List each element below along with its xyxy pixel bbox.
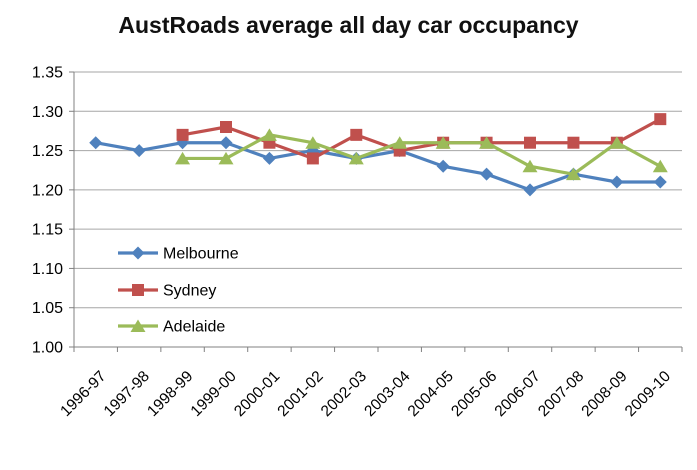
marker-adelaide [348,151,364,165]
series-line-adelaide [182,133,662,176]
x-axis-label: 2004-05 [405,368,457,420]
x-axis-label: 2006-07 [492,368,544,420]
legend-marker-adelaide [130,319,146,332]
marker-adelaide [565,167,581,181]
marker-melbourne [523,183,537,197]
x-axis-label: 2007-08 [535,368,587,420]
marker-sydney [567,136,580,149]
marker-melbourne [436,159,450,173]
marker-adelaide [609,136,625,149]
marker-adelaide [261,128,277,141]
x-axis-label: 1997-98 [101,368,153,420]
marker-sydney [176,128,189,141]
y-axis-label: 1.10 [32,261,63,278]
legend-marker-melbourne [131,246,145,260]
marker-melbourne [219,136,233,150]
x-axis-label: 2001-02 [274,368,326,420]
marker-melbourne [610,175,624,189]
marker-adelaide [392,136,408,149]
y-axis-label: 1.05 [32,300,63,317]
legend-label-melbourne: Melbourne [163,246,239,263]
marker-sydney [220,121,232,133]
x-axis-label: 2000-01 [231,368,283,420]
marker-sydney [654,113,667,126]
legend-label-adelaide: Adelaide [163,319,225,336]
series-line-melbourne [95,141,661,192]
y-axis-label: 1.00 [32,340,63,357]
marker-melbourne [653,175,667,189]
marker-adelaide [522,159,538,173]
legend-marker-sydney [132,284,144,296]
x-axis-label: 2005-06 [448,368,500,420]
marker-sydney [524,136,536,149]
marker-melbourne [480,167,494,181]
marker-adelaide [479,136,495,149]
marker-adelaide [435,136,451,149]
marker-melbourne [262,151,276,165]
marker-melbourne [89,136,103,150]
y-axis-label: 1.20 [32,182,63,199]
y-axis-label: 1.25 [32,143,63,160]
legend-label-sydney: Sydney [163,283,216,300]
chart-title: AustRoads average all day car occupancy [118,12,579,38]
y-axis-label: 1.30 [32,104,63,121]
marker-melbourne [132,144,146,158]
marker-sydney [306,152,319,165]
x-axis-label: 2003-04 [361,368,414,421]
y-axis-label: 1.15 [32,222,63,239]
marker-adelaide [652,159,668,173]
marker-sydney [350,128,363,141]
marker-adelaide [175,151,191,165]
y-axis-label: 1.35 [32,65,63,82]
x-axis-label: 1999-00 [188,368,241,421]
marker-adelaide [218,151,234,165]
marker-adelaide [305,136,321,149]
x-axis-label: 2009-10 [622,368,675,421]
x-axis-label: 2002-03 [318,368,370,420]
x-axis-label: 1998-99 [144,368,196,420]
x-axis-label: 2008-09 [578,368,630,420]
x-axis-label: 1996-97 [57,368,109,420]
